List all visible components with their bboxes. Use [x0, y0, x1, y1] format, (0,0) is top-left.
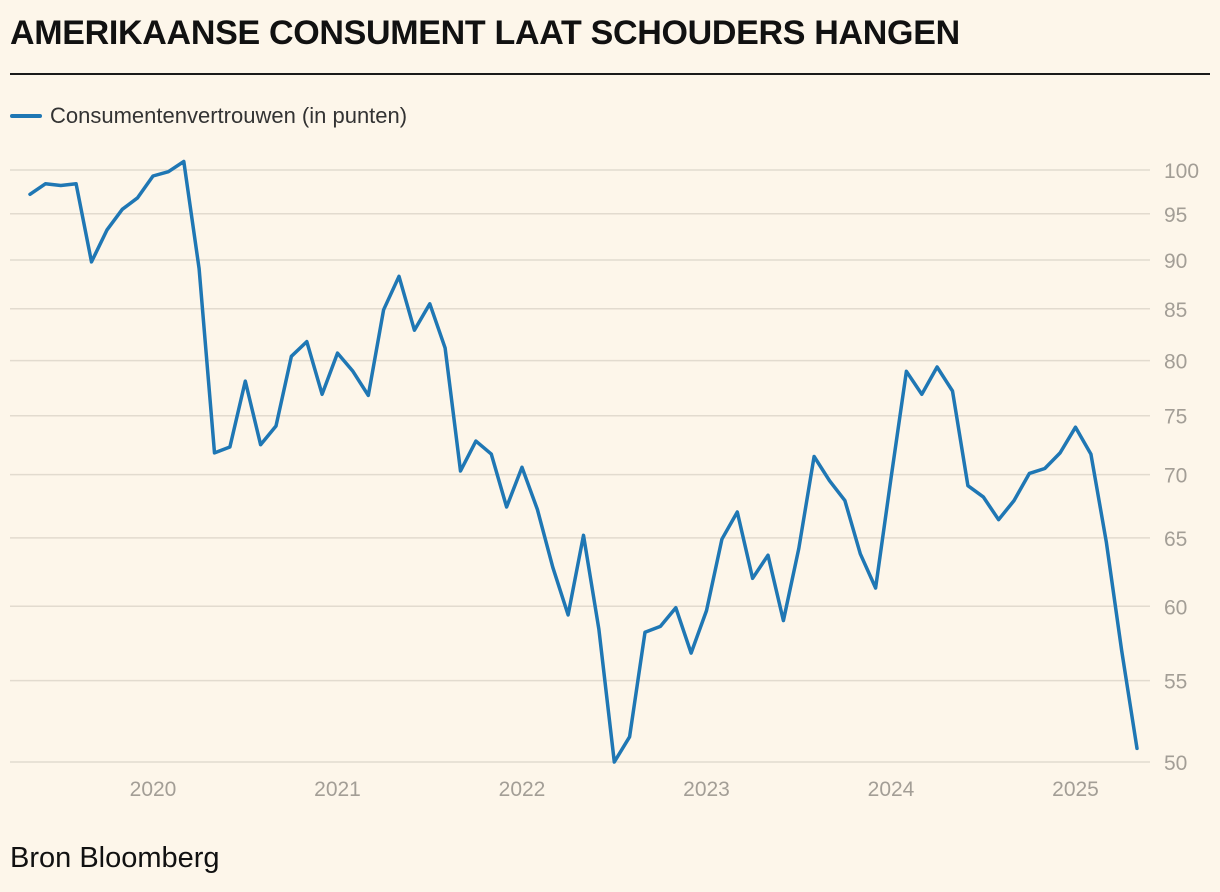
- y-tick-label: 90: [1164, 250, 1187, 273]
- y-tick-label: 60: [1164, 596, 1187, 619]
- y-tick-label: 100: [1164, 160, 1199, 183]
- x-tick-label: 2023: [683, 778, 730, 801]
- chart-title: AMERIKAANSE CONSUMENT LAAT SCHOUDERS HAN…: [10, 14, 960, 52]
- series-line-0: [28, 159, 1139, 764]
- source-note: Bron Bloomberg: [10, 842, 220, 874]
- y-tick-label: 85: [1164, 299, 1187, 322]
- y-tick-label: 75: [1164, 406, 1187, 429]
- legend-swatch: [10, 114, 42, 118]
- gridlines: [10, 169, 1150, 763]
- x-axis-ticks: 2020 2021 2022 2023 2024 2025: [130, 778, 1099, 801]
- title-divider: [10, 73, 1210, 75]
- legend-label: Consumentenvertrouwen (in punten): [50, 103, 408, 128]
- x-tick-label: 2020: [130, 778, 177, 801]
- y-axis-ticks: 50 55 60 65 70 75 80 85 90 95 100: [1164, 160, 1199, 775]
- y-tick-label: 80: [1164, 351, 1187, 374]
- y-tick-label: 95: [1164, 204, 1187, 227]
- y-tick-label: 55: [1164, 671, 1187, 694]
- x-tick-label: 2024: [868, 778, 915, 801]
- x-tick-label: 2021: [314, 778, 361, 801]
- y-tick-label: 50: [1164, 752, 1187, 775]
- legend: Consumentenvertrouwen (in punten): [10, 102, 407, 130]
- series-group: [28, 159, 1139, 764]
- x-tick-label: 2025: [1052, 778, 1099, 801]
- y-tick-label: 70: [1164, 465, 1187, 488]
- y-tick-label: 65: [1164, 528, 1187, 551]
- x-tick-label: 2022: [499, 778, 546, 801]
